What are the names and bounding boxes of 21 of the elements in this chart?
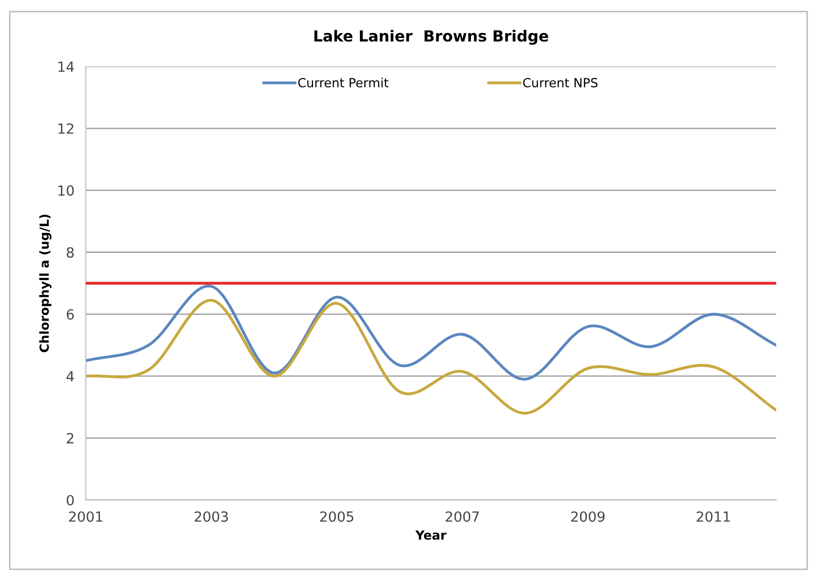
x-tick-label: 2005 — [320, 511, 354, 522]
y-tick-label: 12 — [58, 123, 74, 134]
y-tick-label: 8 — [66, 247, 74, 258]
y-tick-label: 10 — [58, 185, 74, 196]
y-tick-label: 2 — [66, 433, 74, 444]
x-tick-label: 2007 — [446, 511, 479, 522]
x-tick-label: 2001 — [69, 511, 102, 522]
y-tick-label: 4 — [66, 371, 74, 382]
y-tick-label: 6 — [66, 309, 74, 320]
x-tick-label: 2003 — [194, 511, 228, 522]
x-tick-label: 2009 — [571, 511, 605, 522]
y-tick-label: 14 — [58, 62, 74, 72]
legend-label: Current NPS — [523, 78, 598, 88]
x-tick-label: 2011 — [696, 511, 730, 522]
y-axis-title: Chlorophyll a (ug/L) — [39, 214, 52, 352]
legend-label: Current Permit — [298, 78, 388, 88]
y-tick-label: 0 — [66, 494, 74, 506]
x-axis-title: Year — [415, 530, 446, 540]
line-series — [86, 284, 776, 381]
line-series — [86, 298, 776, 415]
chart-title: Lake Lanier Browns Bridge — [314, 30, 548, 45]
